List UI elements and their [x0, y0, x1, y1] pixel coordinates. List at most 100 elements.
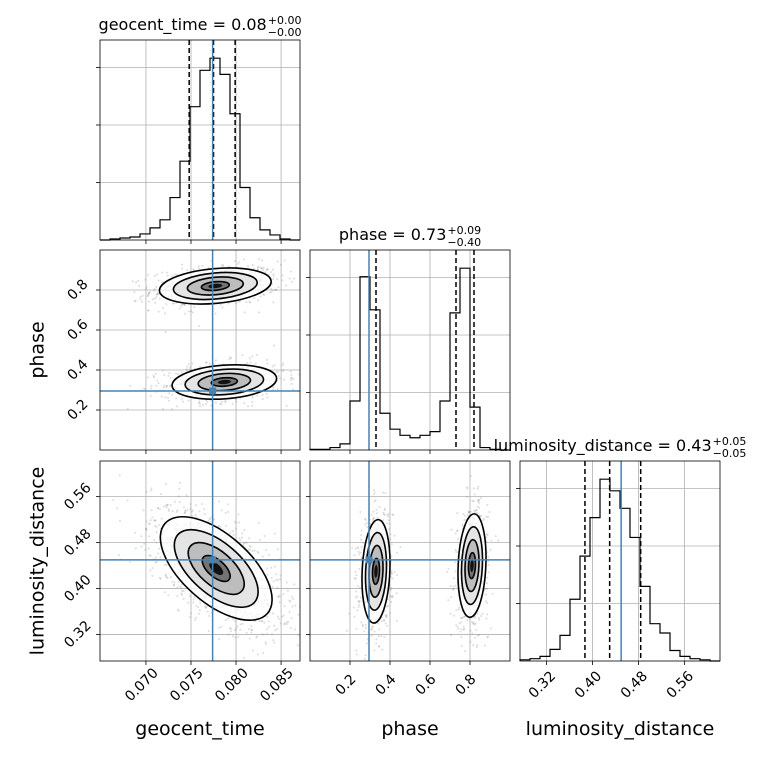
sample-point	[221, 306, 224, 309]
sample-point	[462, 629, 465, 632]
sample-point	[191, 509, 194, 512]
sample-point	[454, 548, 457, 551]
sample-point	[372, 510, 375, 513]
sample-point	[353, 577, 356, 580]
sample-point	[460, 636, 463, 639]
sample-point	[385, 605, 388, 608]
sample-point	[201, 503, 204, 506]
sample-point	[179, 305, 182, 308]
sample-point	[450, 528, 453, 531]
sample-point	[487, 516, 490, 519]
sample-point	[387, 512, 390, 515]
sample-point	[156, 292, 159, 295]
density-peak	[208, 283, 223, 289]
sample-point	[380, 662, 382, 664]
sample-point	[270, 566, 273, 569]
sample-point	[203, 513, 206, 516]
sample-point	[391, 596, 394, 599]
sample-point	[303, 285, 305, 287]
sample-point	[192, 268, 195, 271]
sample-point	[272, 268, 275, 271]
sample-point	[157, 552, 160, 555]
sample-point	[183, 304, 186, 307]
sample-point	[197, 401, 200, 404]
sample-point	[265, 632, 268, 635]
sample-point	[157, 382, 160, 385]
sample-point	[175, 510, 178, 513]
sample-point	[250, 631, 253, 634]
sample-point	[144, 527, 147, 530]
sample-point	[454, 570, 457, 573]
panel-title-luminosity_distance: luminosity_distance = 0.43 +0.05−0.05	[494, 435, 747, 460]
sample-point	[231, 618, 234, 621]
sample-point	[354, 547, 357, 550]
sample-point	[264, 270, 267, 273]
sample-point	[266, 268, 269, 271]
sample-point	[188, 595, 191, 598]
sample-point	[193, 306, 196, 309]
sample-point	[160, 395, 163, 398]
sample-point	[478, 498, 481, 501]
sample-point	[256, 635, 259, 638]
sample-point	[260, 267, 263, 270]
sample-point	[180, 371, 183, 374]
sample-point	[353, 615, 356, 618]
sample-point	[390, 543, 393, 546]
panel-title-sub: −0.40	[447, 236, 481, 249]
sample-point	[198, 400, 201, 403]
y-tick-label: 0.6	[64, 316, 91, 343]
sample-point	[201, 403, 204, 406]
sample-point	[308, 621, 310, 623]
sample-point	[486, 613, 489, 616]
sample-point	[241, 622, 244, 625]
x-tick-label: 0.075	[167, 665, 207, 705]
sample-point	[291, 595, 294, 598]
sample-point	[184, 312, 187, 315]
sample-point	[237, 636, 240, 639]
sample-point	[272, 273, 275, 276]
sample-point	[355, 574, 358, 577]
sample-point	[276, 388, 279, 391]
sample-point	[291, 280, 294, 283]
sample-point	[149, 291, 152, 294]
sample-point	[126, 407, 129, 410]
sample-point	[370, 628, 373, 631]
sample-point	[467, 510, 470, 513]
sample-point	[279, 263, 282, 266]
sample-point	[218, 638, 221, 641]
sample-point	[217, 524, 220, 527]
sample-point	[292, 597, 295, 600]
x-tick-label: 0.56	[664, 668, 697, 701]
sample-point	[469, 510, 472, 513]
sample-point	[139, 295, 142, 298]
sample-point	[273, 624, 276, 627]
sample-point	[171, 393, 174, 396]
sample-point	[173, 302, 176, 305]
sample-point	[147, 293, 150, 296]
sample-point	[351, 547, 354, 550]
sample-point	[390, 569, 393, 572]
sample-point	[232, 533, 235, 536]
sample-point	[256, 266, 259, 269]
sample-point	[255, 353, 258, 356]
sample-point	[389, 538, 392, 541]
sample-point	[377, 635, 380, 638]
sample-point	[154, 301, 157, 304]
sample-point	[380, 620, 383, 623]
sample-point	[462, 513, 465, 516]
sample-point	[477, 499, 480, 502]
sample-point	[357, 605, 360, 608]
sample-point	[304, 289, 306, 291]
sample-point	[468, 511, 471, 514]
sample-point	[279, 578, 282, 581]
sample-point	[452, 585, 455, 588]
sample-point	[197, 267, 200, 270]
sample-point	[189, 507, 192, 510]
sample-point	[147, 292, 150, 295]
sample-point	[474, 510, 477, 513]
contour-line	[201, 554, 231, 583]
sample-point	[171, 275, 174, 278]
joint-panel-phase-luminosity_distance	[306, 460, 511, 665]
sample-point	[171, 302, 174, 305]
sample-point	[489, 627, 492, 630]
